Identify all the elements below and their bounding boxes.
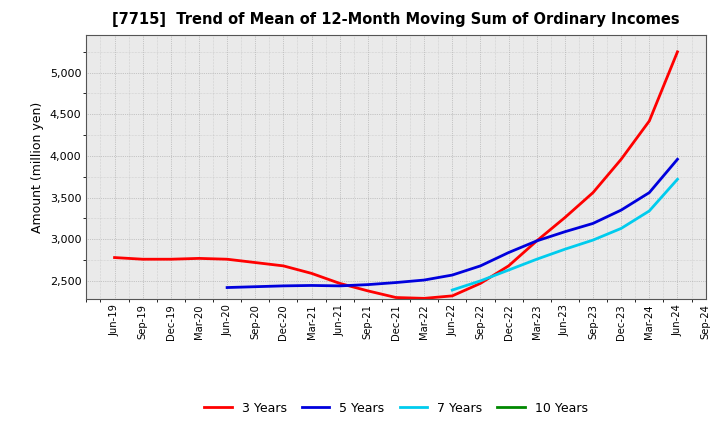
Y-axis label: Amount (million yen): Amount (million yen)	[32, 102, 45, 233]
Legend: 3 Years, 5 Years, 7 Years, 10 Years: 3 Years, 5 Years, 7 Years, 10 Years	[199, 397, 593, 420]
Title: [7715]  Trend of Mean of 12-Month Moving Sum of Ordinary Incomes: [7715] Trend of Mean of 12-Month Moving …	[112, 12, 680, 27]
